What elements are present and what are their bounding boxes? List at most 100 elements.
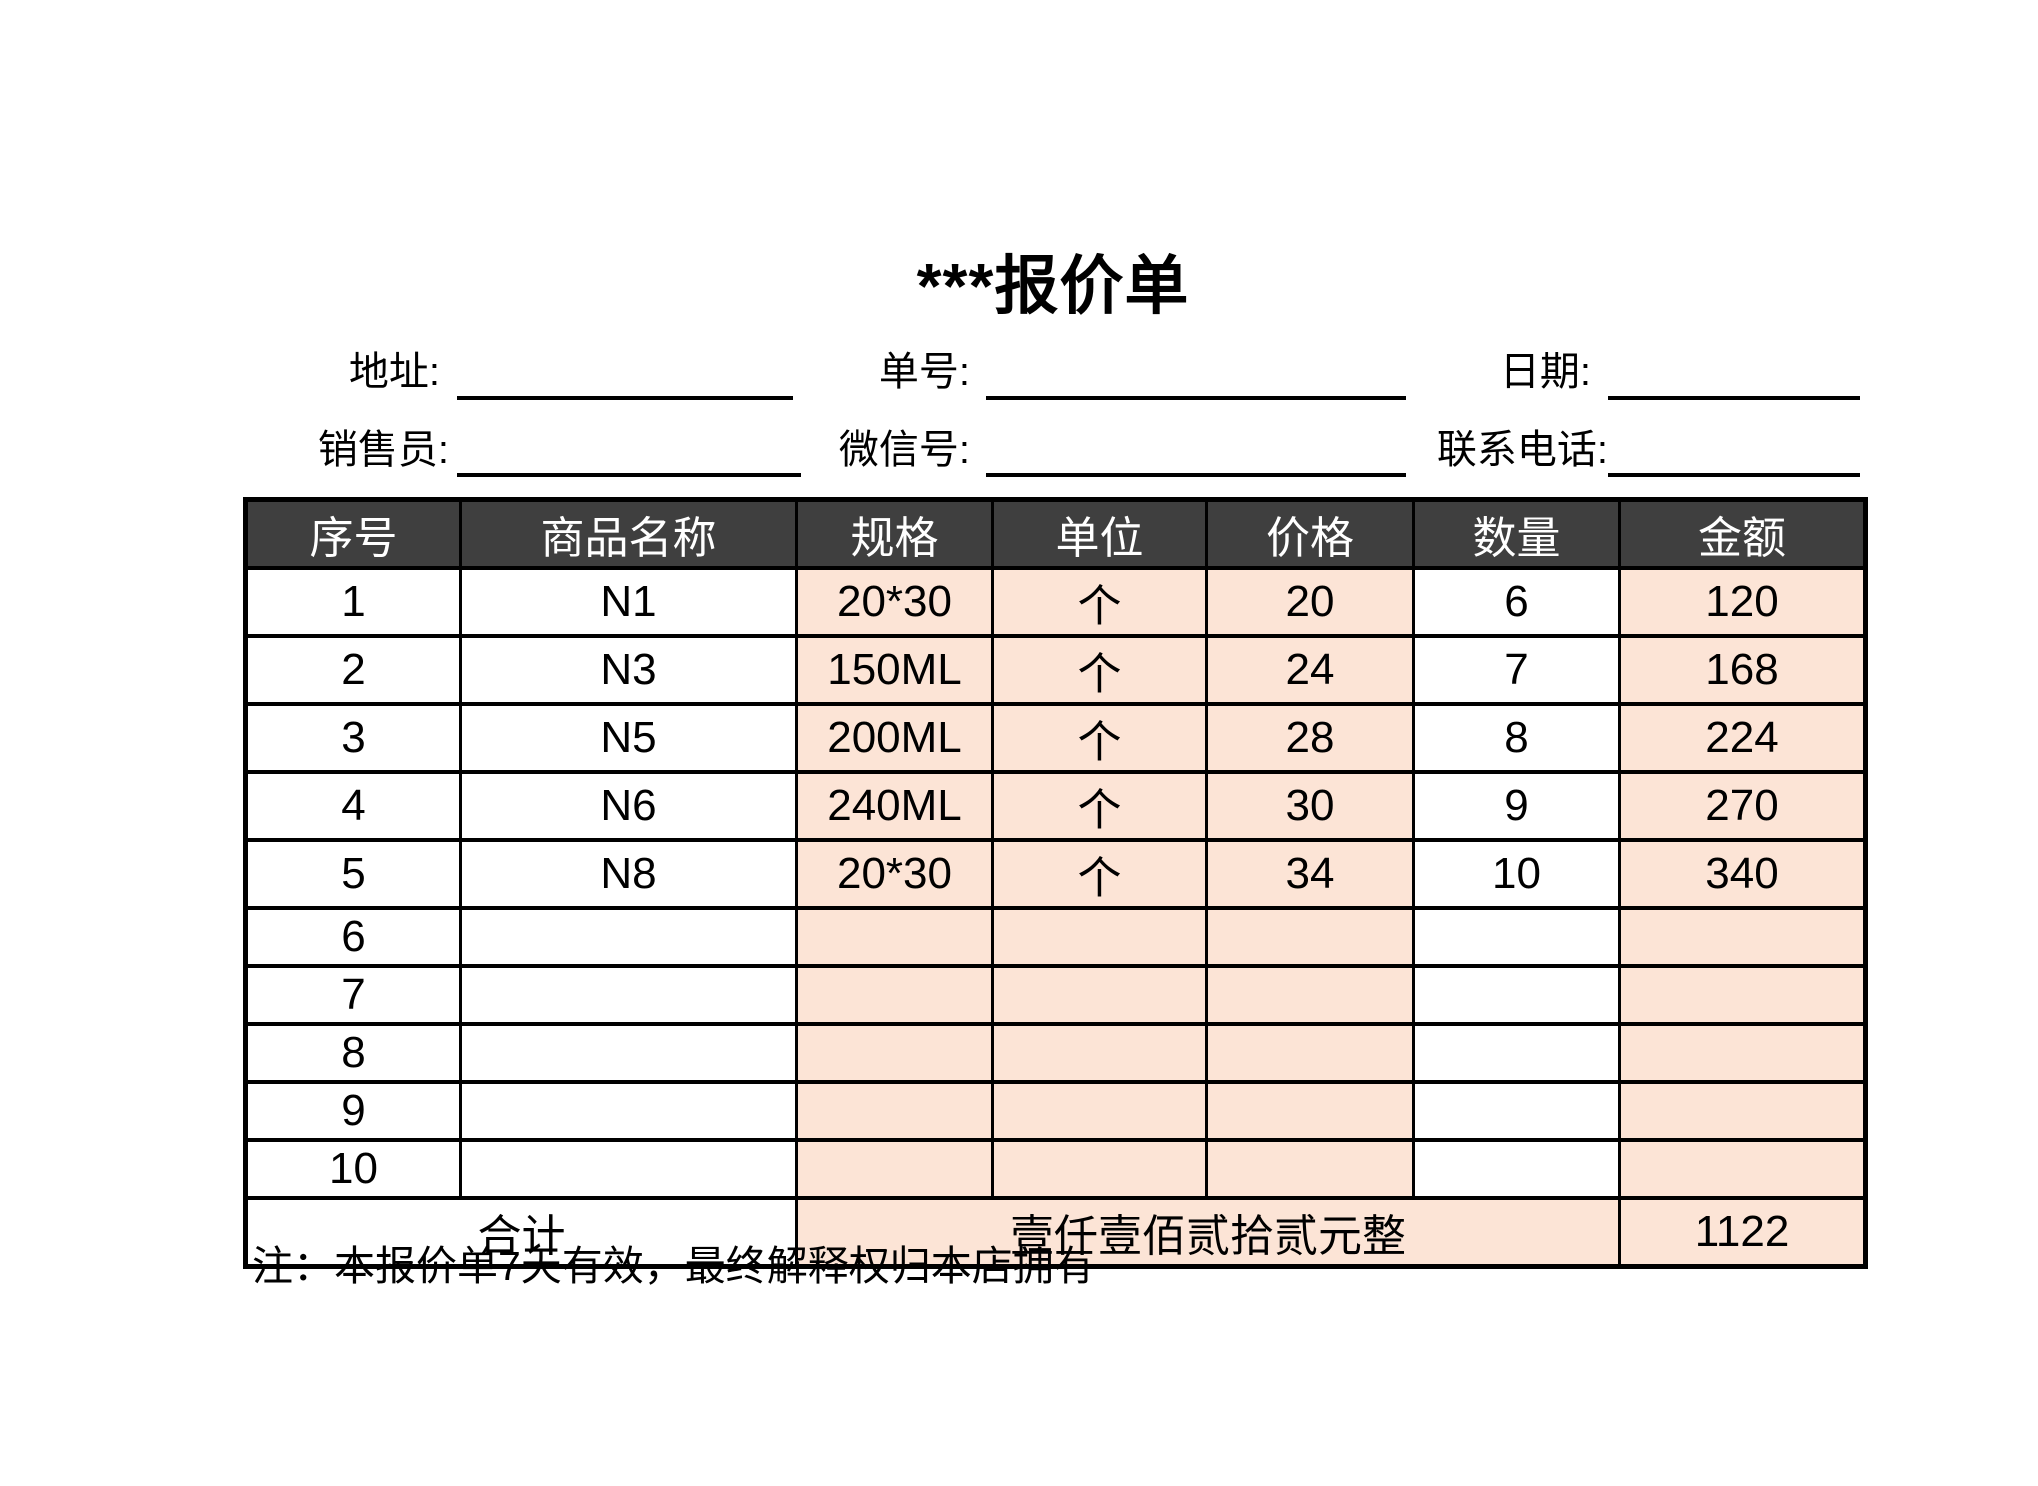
table-row: 9: [244, 1080, 1867, 1142]
page-title: ***报价单: [916, 250, 1190, 322]
table-cell: N1: [459, 566, 798, 638]
table-cell: [1412, 906, 1621, 968]
table-cell: 7: [1412, 634, 1621, 706]
table-row: 10: [244, 1138, 1867, 1200]
table-row: 4 N6 240ML 个 30 9 270: [244, 770, 1867, 842]
table-cell: [459, 1022, 798, 1084]
table-row: 8: [244, 1022, 1867, 1084]
table-cell: [991, 906, 1208, 968]
order-number-label: 单号:: [878, 350, 970, 394]
header-amount: 金额: [1618, 497, 1867, 570]
table-cell: [1205, 1080, 1415, 1142]
table-cell: [459, 1080, 798, 1142]
table-cell: 6: [244, 906, 462, 968]
header-quantity: 数量: [1412, 497, 1621, 570]
phone-underline: [1608, 473, 1860, 477]
total-label-cell: 合计: [244, 1196, 798, 1269]
table-cell: 2: [244, 634, 462, 706]
table-cell: [1618, 1138, 1867, 1200]
table-cell: 30: [1205, 770, 1415, 842]
header-spec: 规格: [795, 497, 994, 570]
table-cell: [459, 906, 798, 968]
table-cell: 8: [244, 1022, 462, 1084]
table-cell: 224: [1618, 702, 1867, 774]
table-cell: [459, 964, 798, 1026]
table-cell: [991, 1080, 1208, 1142]
table-cell: [1412, 1080, 1621, 1142]
table-cell: 10: [244, 1138, 462, 1200]
table-cell: [1412, 1138, 1621, 1200]
table-cell: [1618, 906, 1867, 968]
table-cell: 个: [991, 770, 1208, 842]
table-cell: N5: [459, 702, 798, 774]
table-cell: 240ML: [795, 770, 994, 842]
table-cell: [1618, 1080, 1867, 1142]
table-cell: 个: [991, 634, 1208, 706]
total-amount-value-cell: 1122: [1618, 1196, 1867, 1269]
salesperson-label: 销售员:: [317, 428, 449, 472]
table-cell: [991, 1022, 1208, 1084]
table-cell: 20*30: [795, 566, 994, 638]
table-cell: 28: [1205, 702, 1415, 774]
salesperson-underline: [457, 473, 801, 477]
table-cell: [991, 1138, 1208, 1200]
table-cell: N3: [459, 634, 798, 706]
table-cell: 4: [244, 770, 462, 842]
table-cell: N6: [459, 770, 798, 842]
table-cell: [991, 964, 1208, 1026]
table-cell: 6: [1412, 566, 1621, 638]
table-cell: 1: [244, 566, 462, 638]
table-cell: 270: [1618, 770, 1867, 842]
table-cell: 150ML: [795, 634, 994, 706]
wechat-underline: [986, 473, 1406, 477]
table-cell: 200ML: [795, 702, 994, 774]
total-row: 合计 壹仟壹佰贰拾贰元整 1122: [244, 1196, 1867, 1269]
table-cell: 340: [1618, 838, 1867, 910]
quotation-table: 序号 商品名称 规格 单位 价格 数量 金额 1 N1 20*30 个 20 6 120 2 N…: [243, 497, 1868, 1269]
address-label: 地址:: [348, 350, 440, 394]
table-cell: [795, 964, 994, 1026]
table-cell: 个: [991, 566, 1208, 638]
header-price: 价格: [1205, 497, 1415, 570]
wechat-label: 微信号:: [838, 428, 970, 472]
order-number-underline: [986, 396, 1406, 400]
table-cell: 20: [1205, 566, 1415, 638]
address-underline: [457, 396, 793, 400]
table-cell: 34: [1205, 838, 1415, 910]
total-amount-text-cell: 壹仟壹佰贰拾贰元整: [795, 1196, 1621, 1269]
table-cell: 7: [244, 964, 462, 1026]
table-cell: [1412, 1022, 1621, 1084]
table-cell: [795, 1022, 994, 1084]
table-cell: [459, 1138, 798, 1200]
table-cell: 个: [991, 838, 1208, 910]
table-cell: 168: [1618, 634, 1867, 706]
header-unit: 单位: [991, 497, 1208, 570]
table-cell: [1618, 964, 1867, 1026]
table-row: 2 N3 150ML 个 24 7 168: [244, 634, 1867, 706]
table-header-row: 序号 商品名称 规格 单位 价格 数量 金额: [244, 497, 1867, 570]
footer-note: 注：本报价单7天有效，最终解释权归本店拥有: [252, 1243, 1095, 1289]
table-cell: [795, 1080, 994, 1142]
table-cell: 9: [244, 1080, 462, 1142]
phone-label: 联系电话:: [1436, 428, 1608, 472]
table-cell: 个: [991, 702, 1208, 774]
table-cell: [1205, 906, 1415, 968]
date-underline: [1608, 396, 1860, 400]
table-cell: [1205, 964, 1415, 1026]
header-index: 序号: [244, 497, 462, 570]
table-row: 5 N8 20*30 个 34 10 340: [244, 838, 1867, 910]
table-cell: [795, 906, 994, 968]
table-cell: 24: [1205, 634, 1415, 706]
table-row: 3 N5 200ML 个 28 8 224: [244, 702, 1867, 774]
table-body: 1 N1 20*30 个 20 6 120 2 N3 150ML 个 24 7 168 3 N5 200ML 个 2…: [244, 566, 1867, 1200]
table-cell: [1618, 1022, 1867, 1084]
table-cell: 9: [1412, 770, 1621, 842]
table-row: 1 N1 20*30 个 20 6 120: [244, 566, 1867, 638]
header-product-name: 商品名称: [459, 497, 798, 570]
table-cell: [1205, 1022, 1415, 1084]
table-cell: [795, 1138, 994, 1200]
table-row: 7: [244, 964, 1867, 1026]
table-cell: 120: [1618, 566, 1867, 638]
date-label: 日期:: [1499, 350, 1591, 394]
